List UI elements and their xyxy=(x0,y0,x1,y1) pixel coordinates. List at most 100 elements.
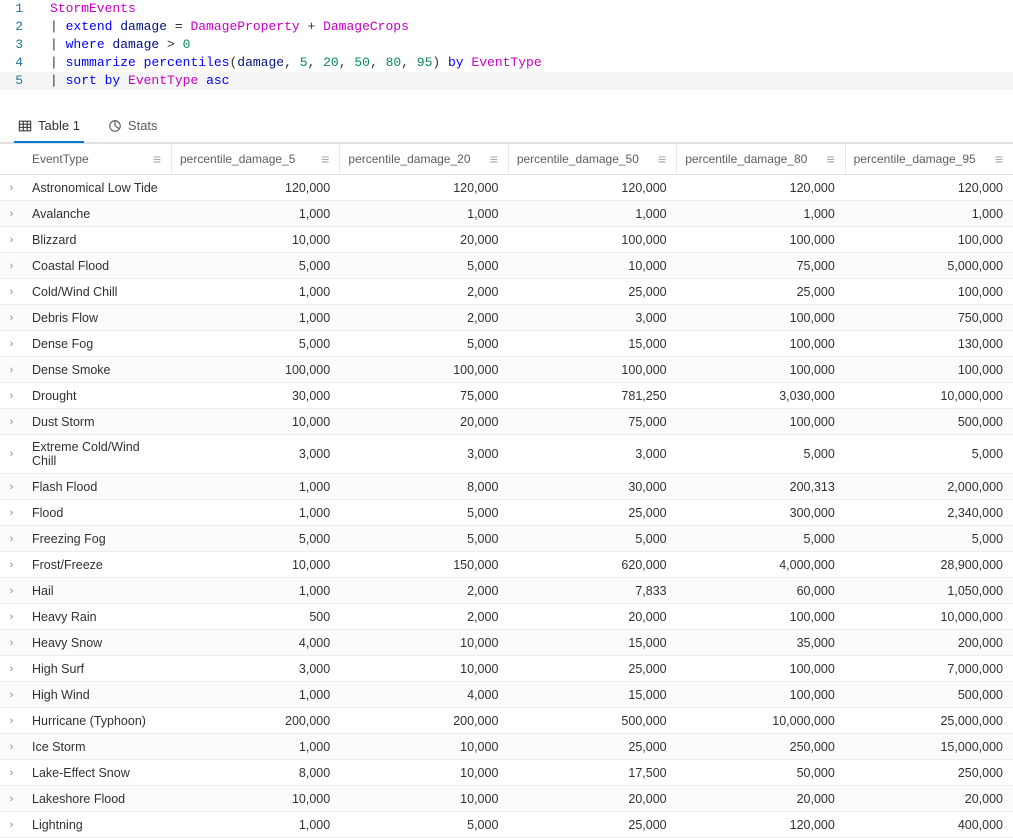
table-row[interactable]: ›Avalanche1,0001,0001,0001,0001,000 xyxy=(0,201,1013,227)
table-row[interactable]: ›Flood1,0005,00025,000300,0002,340,000 xyxy=(0,500,1013,526)
column-menu-icon[interactable]: ≡ xyxy=(995,152,1003,166)
table-row[interactable]: ›Frost/Freeze10,000150,000620,0004,000,0… xyxy=(0,552,1013,578)
cell-value: 1,000 xyxy=(340,201,508,226)
expand-row-button[interactable]: › xyxy=(0,279,24,304)
chevron-right-icon: › xyxy=(10,481,14,493)
table-row[interactable]: ›Cold/Wind Chill1,0002,00025,00025,00010… xyxy=(0,279,1013,305)
column-header[interactable]: percentile_damage_5≡ xyxy=(172,144,340,174)
column-menu-icon[interactable]: ≡ xyxy=(153,152,161,166)
editor-line[interactable]: 2| extend damage = DamageProperty + Dama… xyxy=(0,18,1013,36)
expand-row-button[interactable]: › xyxy=(0,175,24,200)
expand-row-button[interactable]: › xyxy=(0,630,24,655)
table-row[interactable]: ›Freezing Fog5,0005,0005,0005,0005,000 xyxy=(0,526,1013,552)
expand-row-button[interactable]: › xyxy=(0,474,24,499)
chevron-right-icon: › xyxy=(10,715,14,727)
tab-stats[interactable]: Stats xyxy=(104,110,162,143)
expand-row-button[interactable]: › xyxy=(0,552,24,577)
table-row[interactable]: ›Flash Flood1,0008,00030,000200,3132,000… xyxy=(0,474,1013,500)
cell-value: 250,000 xyxy=(677,734,845,759)
column-menu-icon[interactable]: ≡ xyxy=(321,152,329,166)
expand-row-button[interactable]: › xyxy=(0,734,24,759)
table-row[interactable]: ›Heavy Rain5002,00020,000100,00010,000,0… xyxy=(0,604,1013,630)
column-header[interactable]: percentile_damage_95 ≡ xyxy=(846,144,1013,174)
cell-value: 10,000 xyxy=(340,734,508,759)
column-header-label: percentile_damage_20 xyxy=(348,152,470,166)
table-row[interactable]: ›High Wind1,0004,00015,000100,000500,000 xyxy=(0,682,1013,708)
code-content[interactable]: StormEvents xyxy=(35,0,1013,18)
table-row[interactable]: ›Extreme Cold/Wind Chill3,0003,0003,0005… xyxy=(0,435,1013,474)
expand-row-button[interactable]: › xyxy=(0,604,24,629)
table-row[interactable]: ›Dense Fog5,0005,00015,000100,000130,000 xyxy=(0,331,1013,357)
code-content[interactable]: | summarize percentiles(damage, 5, 20, 5… xyxy=(35,54,1013,72)
result-tabs: Table 1 Stats xyxy=(0,110,1013,143)
table-row[interactable]: ›Dust Storm10,00020,00075,000100,000500,… xyxy=(0,409,1013,435)
expand-row-button[interactable]: › xyxy=(0,331,24,356)
cell-value: 3,000 xyxy=(508,435,676,473)
cell-value: 100,000 xyxy=(677,604,845,629)
table-row[interactable]: ›Coastal Flood5,0005,00010,00075,0005,00… xyxy=(0,253,1013,279)
table-row[interactable]: ›Ice Storm1,00010,00025,000250,00015,000… xyxy=(0,734,1013,760)
expand-row-button[interactable]: › xyxy=(0,305,24,330)
expand-row-button[interactable]: › xyxy=(0,656,24,681)
column-header[interactable]: EventType≡ xyxy=(24,144,172,174)
expand-row-button[interactable]: › xyxy=(0,227,24,252)
column-header[interactable]: percentile_damage_50≡ xyxy=(509,144,677,174)
table-row[interactable]: ›Heavy Snow4,00010,00015,00035,000200,00… xyxy=(0,630,1013,656)
code-content[interactable]: | sort by EventType asc xyxy=(35,72,1013,90)
column-menu-icon[interactable]: ≡ xyxy=(490,152,498,166)
cell-value: 30,000 xyxy=(508,474,676,499)
expand-row-button[interactable]: › xyxy=(0,253,24,278)
chevron-right-icon: › xyxy=(10,793,14,805)
expand-row-button[interactable]: › xyxy=(0,526,24,551)
tab-table-1[interactable]: Table 1 xyxy=(14,110,84,143)
expand-row-button[interactable]: › xyxy=(0,760,24,785)
cell-value: 1,000 xyxy=(172,682,340,707)
table-row[interactable]: ›Drought30,00075,000781,2503,030,00010,0… xyxy=(0,383,1013,409)
chevron-right-icon: › xyxy=(10,364,14,376)
cell-value: 500,000 xyxy=(508,708,676,733)
column-header-label: percentile_damage_95 xyxy=(854,152,976,166)
expand-row-button[interactable]: › xyxy=(0,435,24,473)
chevron-right-icon: › xyxy=(10,741,14,753)
code-content[interactable]: | where damage > 0 xyxy=(35,36,1013,54)
expand-row-button[interactable]: › xyxy=(0,500,24,525)
table-row[interactable]: ›Blizzard10,00020,000100,000100,000100,0… xyxy=(0,227,1013,253)
column-header[interactable]: percentile_damage_80≡ xyxy=(677,144,845,174)
table-row[interactable]: ›Lightning1,0005,00025,000120,000400,000 xyxy=(0,812,1013,838)
table-row[interactable]: ›Astronomical Low Tide120,000120,000120,… xyxy=(0,175,1013,201)
expand-row-button[interactable]: › xyxy=(0,708,24,733)
expand-row-button[interactable]: › xyxy=(0,578,24,603)
cell-value: 10,000 xyxy=(172,786,340,811)
cell-value: 1,000 xyxy=(508,201,676,226)
cell-value: 50,000 xyxy=(677,760,845,785)
query-editor[interactable]: 1StormEvents2| extend damage = DamagePro… xyxy=(0,0,1013,90)
expand-row-button[interactable]: › xyxy=(0,812,24,837)
editor-line[interactable]: 4| summarize percentiles(damage, 5, 20, … xyxy=(0,54,1013,72)
column-menu-icon[interactable]: ≡ xyxy=(658,152,666,166)
table-row[interactable]: ›High Surf3,00010,00025,000100,0007,000,… xyxy=(0,656,1013,682)
expand-row-button[interactable]: › xyxy=(0,409,24,434)
table-row[interactable]: ›Hurricane (Typhoon)200,000200,000500,00… xyxy=(0,708,1013,734)
editor-line[interactable]: 5| sort by EventType asc xyxy=(0,72,1013,90)
table-row[interactable]: ›Lake-Effect Snow8,00010,00017,50050,000… xyxy=(0,760,1013,786)
column-menu-icon[interactable]: ≡ xyxy=(826,152,834,166)
expand-row-button[interactable]: › xyxy=(0,357,24,382)
expand-row-button[interactable]: › xyxy=(0,201,24,226)
table-row[interactable]: ›Dense Smoke100,000100,000100,000100,000… xyxy=(0,357,1013,383)
expand-row-button[interactable]: › xyxy=(0,786,24,811)
column-header[interactable]: percentile_damage_20 ≡ xyxy=(340,144,508,174)
cell-eventtype: Hail xyxy=(24,578,172,603)
table-row[interactable]: ›Lakeshore Flood10,00010,00020,00020,000… xyxy=(0,786,1013,812)
expand-row-button[interactable]: › xyxy=(0,682,24,707)
chevron-right-icon: › xyxy=(10,611,14,623)
cell-eventtype: High Wind xyxy=(24,682,172,707)
code-content[interactable]: | extend damage = DamageProperty + Damag… xyxy=(35,18,1013,36)
cell-value: 2,000 xyxy=(340,279,508,304)
table-row[interactable]: ›Debris Flow1,0002,0003,000100,000750,00… xyxy=(0,305,1013,331)
cell-value: 500 xyxy=(172,604,340,629)
editor-line[interactable]: 1StormEvents xyxy=(0,0,1013,18)
expand-row-button[interactable]: › xyxy=(0,383,24,408)
editor-line[interactable]: 3| where damage > 0 xyxy=(0,36,1013,54)
table-row[interactable]: ›Hail1,0002,0007,83360,0001,050,000 xyxy=(0,578,1013,604)
cell-value: 20,000 xyxy=(340,409,508,434)
